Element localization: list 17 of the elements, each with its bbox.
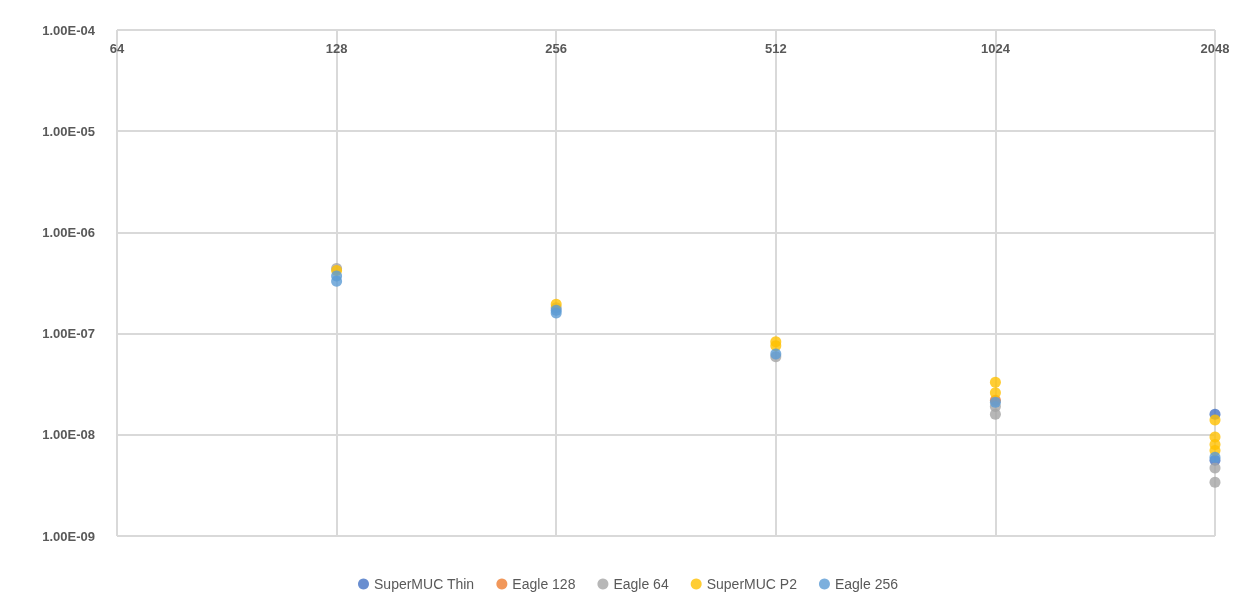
y-tick-label: 1.00E-08 bbox=[42, 427, 95, 443]
x-tick-label: 512 bbox=[764, 41, 787, 56]
x-tick-label: 128 bbox=[325, 41, 348, 56]
x-tick-label: 2048 bbox=[1200, 41, 1230, 56]
x-tick-label: 256 bbox=[545, 41, 568, 56]
y-tick-label: 1.00E-07 bbox=[42, 326, 95, 342]
y-tick-label: 1.00E-05 bbox=[42, 123, 95, 139]
legend-label: SuperMUC Thin bbox=[374, 576, 475, 592]
y-tick-label: 1.00E-06 bbox=[42, 224, 95, 240]
x-tick-label: 1024 bbox=[980, 41, 1011, 56]
x-tick-label: 64 bbox=[109, 41, 125, 56]
legend-label: SuperMUC P2 bbox=[706, 576, 798, 592]
legend-label: Eagle 256 bbox=[834, 576, 899, 592]
legend-label: Eagle 64 bbox=[613, 576, 669, 592]
legend-label: Eagle 128 bbox=[512, 576, 576, 592]
y-tick-label: 1.00E-04 bbox=[42, 22, 96, 38]
y-tick-label: 1.00E-09 bbox=[42, 528, 95, 544]
